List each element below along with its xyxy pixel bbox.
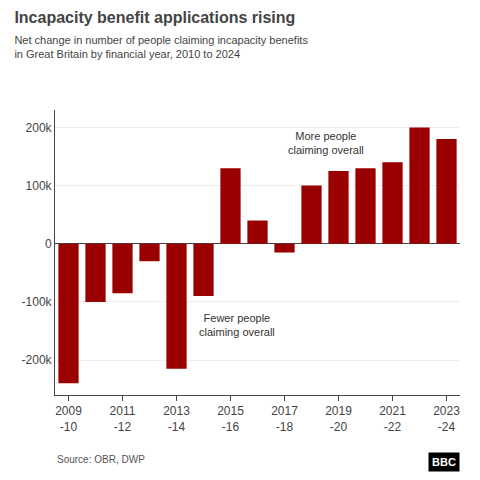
svg-text:More peopleclaiming overall: More peopleclaiming overall [288, 130, 364, 156]
svg-text:0: 0 [45, 237, 52, 251]
svg-text:Incapacity benefit application: Incapacity benefit applications rising [14, 9, 295, 26]
svg-text:2017-18: 2017-18 [271, 404, 298, 434]
svg-text:2021-22: 2021-22 [379, 404, 406, 434]
svg-text:2013-14: 2013-14 [163, 404, 190, 434]
svg-text:2009-10: 2009-10 [55, 404, 82, 434]
svg-text:Source: OBR, DWP: Source: OBR, DWP [57, 454, 145, 465]
svg-text:-100k: -100k [22, 295, 53, 309]
svg-text:-200k: -200k [22, 353, 53, 367]
svg-text:Fewer peopleclaiming overall: Fewer peopleclaiming overall [199, 312, 275, 338]
svg-text:2023-24: 2023-24 [433, 404, 460, 434]
svg-text:2011-12: 2011-12 [110, 404, 136, 434]
svg-text:100k: 100k [26, 179, 53, 193]
svg-text:Net change in number of people: Net change in number of people claiming … [14, 34, 308, 60]
svg-text:BBC: BBC [432, 456, 456, 468]
svg-text:2019-20: 2019-20 [325, 404, 352, 434]
svg-text:200k: 200k [26, 121, 53, 135]
svg-text:2015-16: 2015-16 [217, 404, 244, 434]
